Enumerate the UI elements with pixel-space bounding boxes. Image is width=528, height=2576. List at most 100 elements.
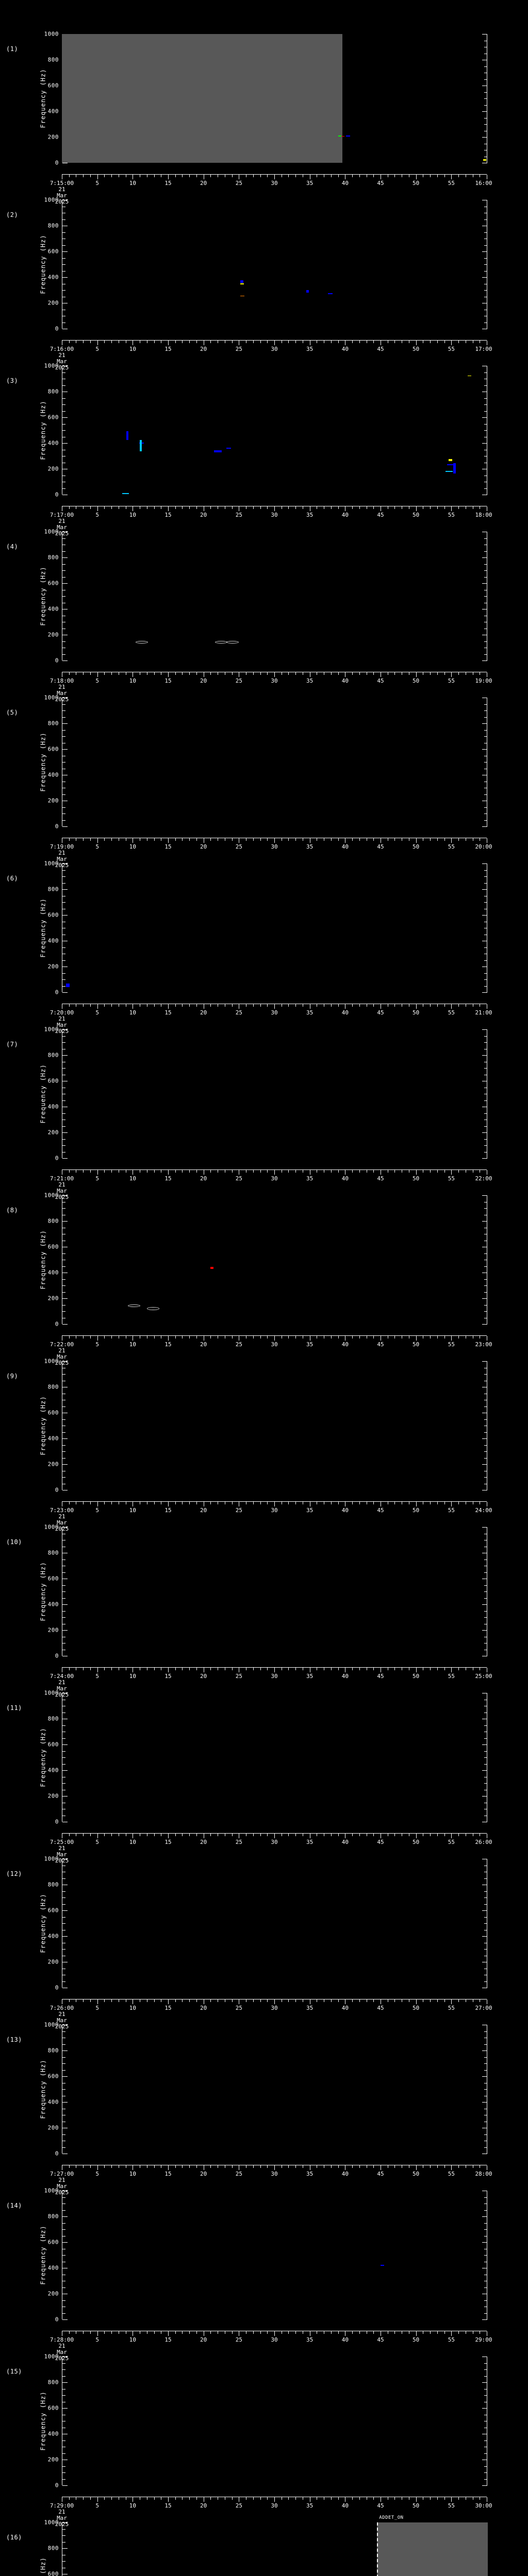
y-tick-minor (62, 876, 65, 877)
y-tick-minor (484, 1585, 487, 1586)
x-tick-major (168, 341, 169, 345)
x-tick-minor (175, 1999, 176, 2002)
x-tick-major (168, 2497, 169, 2502)
x-tick-minor (331, 1502, 332, 1504)
x-tick-label: 45 (377, 2005, 384, 2011)
x-tick-label: 45 (377, 1009, 384, 1016)
x-tick-minor (338, 506, 339, 509)
y-tick-label: 0 (55, 1652, 59, 1659)
x-tick-minor (104, 1004, 105, 1007)
x-tick-label: 10 (129, 346, 136, 352)
x-tick-minor (338, 1834, 339, 1836)
y-tick-label: 800 (47, 1383, 59, 1391)
y-tick-major (482, 1910, 487, 1911)
y-tick-label: 200 (47, 1626, 59, 1634)
y-tick-minor (62, 2376, 65, 2377)
y-tick-minor (62, 2057, 65, 2058)
y-tick-minor (62, 2300, 65, 2301)
y-tick-label: 600 (47, 2073, 59, 2080)
y-tick-minor (62, 2363, 65, 2364)
y-tick-major (482, 2076, 487, 2077)
x-tick-label: 30 (271, 512, 278, 518)
x-tick-minor (182, 672, 183, 675)
x-tick-minor (182, 175, 183, 177)
x-tick-label: 20 (200, 512, 207, 518)
x-tick-label: 45 (377, 2502, 384, 2509)
detection-mark (341, 136, 344, 137)
y-tick-minor (62, 2210, 65, 2211)
x-tick-label: 25 (235, 2005, 242, 2011)
x-tick-minor (253, 2165, 254, 2168)
x-tick-label: 50 (412, 843, 420, 850)
x-tick-minor (331, 1336, 332, 1338)
y-tick-minor (62, 1042, 65, 1043)
x-tick-minor (111, 1170, 112, 1173)
x-tick-minor (104, 1999, 105, 2002)
y-tick-label: 200 (47, 2456, 59, 2463)
x-tick-minor (288, 341, 289, 343)
x-tick-major (97, 838, 98, 843)
x-tick-label: 50 (412, 2502, 420, 2509)
y-tick-minor (484, 1725, 487, 1726)
x-tick-minor (260, 1170, 261, 1173)
y-tick-major (482, 2408, 487, 2409)
x-tick-label: 55 (448, 346, 455, 352)
x-tick-minor (189, 1834, 190, 1836)
y-tick-minor (62, 710, 65, 711)
x-tick-label: 50 (412, 1839, 420, 1845)
x-tick-minor (352, 2165, 353, 2168)
x-tick-minor (352, 1834, 353, 1836)
x-tick-minor (373, 2165, 374, 2168)
shaded-region (377, 2522, 488, 2576)
x-tick-label: 10 (129, 1341, 136, 1348)
x-tick-minor (182, 341, 183, 343)
x-tick-major (416, 175, 417, 179)
x-tick-minor (182, 1999, 183, 2002)
x-tick-minor (458, 1999, 459, 2002)
x-tick-label: 15 (164, 2502, 172, 2509)
x-tick-minor (232, 1170, 233, 1173)
y-tick-major (62, 443, 68, 444)
x-tick-label: 20 (200, 1839, 207, 1845)
detection-mark (381, 2264, 384, 2266)
x-tick-minor (90, 1170, 91, 1173)
x-tick-minor (196, 2497, 197, 2500)
y-tick-major (62, 1438, 68, 1439)
x-tick-minor (154, 2165, 155, 2168)
x-date-day: 21 (58, 1513, 65, 1520)
y-tick-major (482, 1770, 487, 1771)
x-tick-major (451, 1834, 452, 1838)
x-tick-minor (232, 1668, 233, 1670)
panel-number: (15) (6, 2368, 22, 2375)
x-axis-end-label: 28:00 (475, 2171, 492, 2177)
x-tick-minor (437, 1502, 438, 1504)
x-tick-minor (373, 1999, 374, 2002)
y-tick-major (482, 1630, 487, 1631)
y-tick-minor (484, 1764, 487, 1765)
y-tick-major (62, 2216, 68, 2217)
x-axis-end-label: 25:00 (475, 1673, 492, 1680)
y-tick-minor (484, 1279, 487, 1280)
detection-mark (135, 640, 148, 643)
x-tick-label: 10 (129, 2171, 136, 2177)
panel-number: (7) (6, 1041, 19, 1048)
y-tick-label: 400 (47, 1435, 59, 1442)
x-tick-minor (104, 175, 105, 177)
y-tick-minor (62, 1311, 65, 1312)
y-tick-label: 800 (47, 1549, 59, 1556)
detection-mark (122, 493, 129, 494)
y-tick-minor (62, 1738, 65, 1739)
x-tick-label: 20 (200, 2336, 207, 2343)
x-tick-minor (260, 1834, 261, 1836)
x-tick-label: 45 (377, 512, 384, 518)
x-tick-minor (267, 2165, 268, 2168)
y-tick-minor (62, 2255, 65, 2256)
y-tick-major (62, 1936, 68, 1937)
x-tick-minor (104, 672, 105, 675)
y-tick-minor (484, 1751, 487, 1752)
y-tick-minor (484, 2363, 487, 2364)
x-tick-label: 50 (412, 1507, 420, 1514)
y-tick-major (482, 583, 487, 584)
x-tick-minor (352, 506, 353, 509)
x-tick-label: 55 (448, 1507, 455, 1514)
